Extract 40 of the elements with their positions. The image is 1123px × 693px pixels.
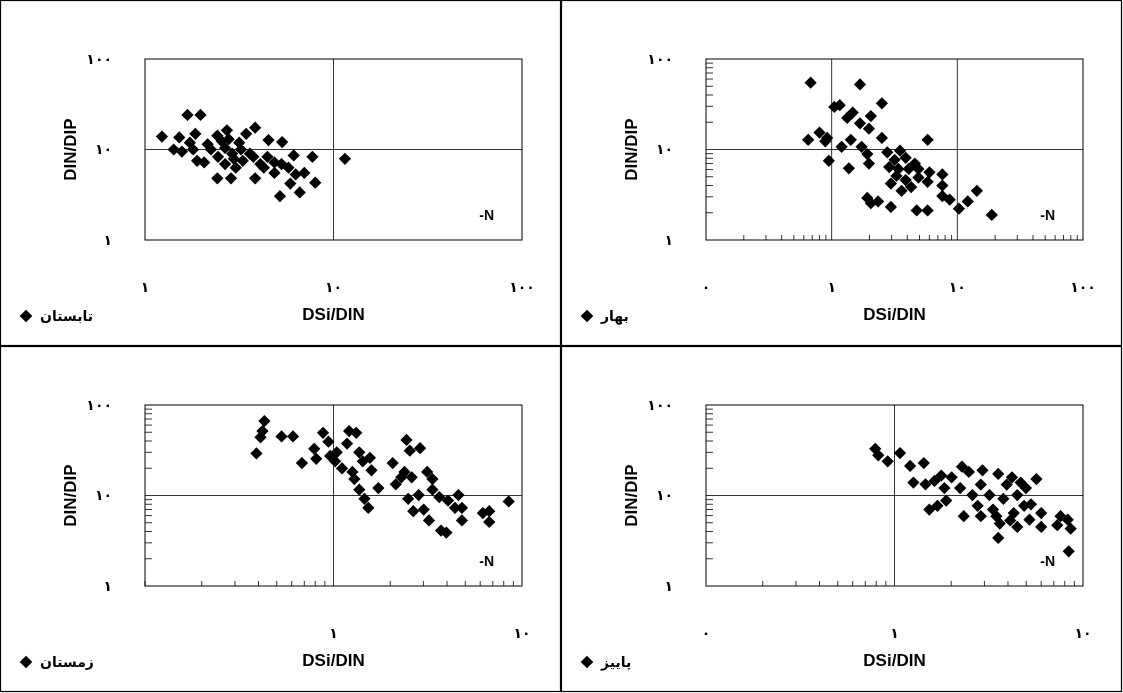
- y-tick-label: ١٠٠: [647, 396, 673, 413]
- x-axis-title: DSi/DIN: [863, 651, 926, 670]
- y-tick-label: ١٠٠: [86, 50, 112, 67]
- x-tick-label: ١٠٠: [509, 279, 535, 295]
- legend-label: تابستان: [40, 307, 93, 324]
- x-tick-label: ١٠: [1074, 625, 1092, 641]
- y-tick-label: ١٠: [655, 141, 673, 158]
- y-axis-title: DIN/DIP: [61, 118, 80, 181]
- annotation: -N: [479, 207, 494, 223]
- y-axis-title: DIN/DIP: [622, 464, 641, 527]
- legend-label: پاییز: [600, 653, 632, 671]
- x-tick-label: ١: [140, 279, 150, 295]
- y-tick-label: ١: [103, 231, 112, 248]
- annotation: -N: [1040, 553, 1055, 569]
- y-tick-label: ١: [103, 577, 112, 594]
- x-tick-label: ١٠٠: [1070, 279, 1096, 295]
- y-tick-label: ١٠: [655, 487, 673, 504]
- annotation: -N: [1040, 207, 1055, 223]
- y-axis-title: DIN/DIP: [61, 464, 80, 527]
- x-tick-label: ٠: [701, 625, 711, 641]
- y-tick-label: ١: [664, 231, 673, 248]
- x-axis-title: DSi/DIN: [302, 305, 365, 324]
- y-tick-label: ١٠: [94, 141, 112, 158]
- x-tick-label: ١٠: [324, 279, 343, 295]
- x-tick-label: ١٠: [948, 279, 966, 295]
- legend-label: زمستان: [40, 653, 94, 670]
- y-tick-label: ١٠٠: [647, 50, 673, 67]
- x-tick-label: ١: [329, 625, 338, 641]
- y-tick-label: ١٠٠: [86, 396, 112, 413]
- x-axis-title: DSi/DIN: [302, 651, 365, 670]
- legend-label: بهار: [600, 307, 629, 325]
- x-tick-label: ٠: [701, 279, 711, 295]
- y-tick-label: ١: [664, 577, 673, 594]
- x-tick-label: ١٠: [513, 625, 531, 641]
- annotation: -N: [479, 553, 494, 569]
- y-axis-title: DIN/DIP: [622, 118, 641, 181]
- x-axis-title: DSi/DIN: [863, 305, 926, 324]
- x-tick-label: ١: [827, 279, 836, 295]
- x-tick-label: ١: [890, 625, 899, 641]
- y-tick-label: ١٠: [94, 487, 112, 504]
